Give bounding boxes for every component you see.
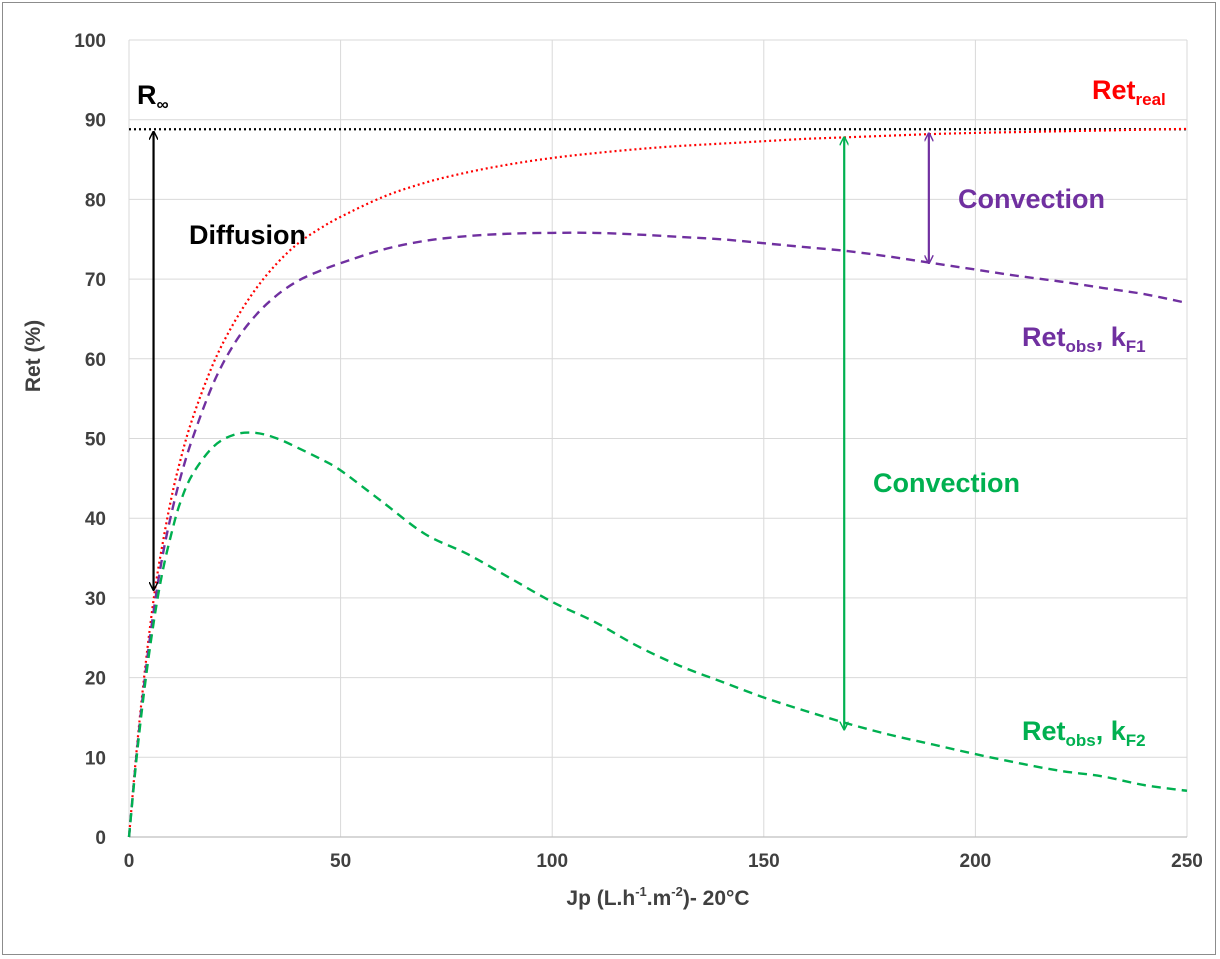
y-tick-label: 40	[85, 509, 106, 530]
x-tick-labels: 0 50 100 150 200 250	[124, 851, 1203, 872]
x-tick-label: 200	[960, 851, 992, 872]
y-tick-label: 50	[85, 430, 106, 451]
y-tick-label: 90	[85, 111, 106, 132]
y-tick-label: 100	[74, 31, 106, 52]
y-tick-label: 10	[85, 748, 106, 769]
y-tick-label: 80	[85, 190, 106, 211]
diffusion-label: Diffusion	[189, 220, 306, 250]
x-tick-label: 50	[330, 851, 351, 872]
series-line-ret_obs_kf2	[127, 431, 1188, 838]
y-tick-label: 20	[85, 669, 106, 690]
y-tick-label: 70	[85, 270, 106, 291]
y-axis-title: Ret (%)	[22, 320, 45, 392]
x-tick-label: 250	[1171, 851, 1203, 872]
r-infinity-label: R∞	[137, 80, 169, 114]
x-tick-label: 100	[536, 851, 568, 872]
convection-label-kf2: Convection	[873, 468, 1020, 498]
gridlines	[128, 39, 1188, 838]
y-tick-labels: 0 10 20 30 40 50 60 70 80 90 100	[74, 31, 106, 849]
series-lines	[127, 127, 1188, 838]
ret-obs-kf1-label: Retobs, kF1	[1022, 322, 1146, 356]
y-tick-label: 30	[85, 589, 106, 610]
x-tick-label: 150	[748, 851, 780, 872]
series-line-ret_obs_kf1	[127, 231, 1188, 838]
ret-obs-kf2-label: Retobs, kF2	[1022, 716, 1146, 750]
x-axis-title: Jp (L.h-1.m-2)- 20°C	[566, 884, 749, 910]
series-line-ret_real	[127, 127, 1188, 838]
y-tick-label: 60	[85, 350, 106, 371]
x-tick-label: 0	[124, 851, 135, 872]
y-tick-label: 0	[95, 828, 106, 849]
convection-label-kf1: Convection	[958, 184, 1105, 214]
ret-real-label: Retreal	[1092, 75, 1166, 109]
